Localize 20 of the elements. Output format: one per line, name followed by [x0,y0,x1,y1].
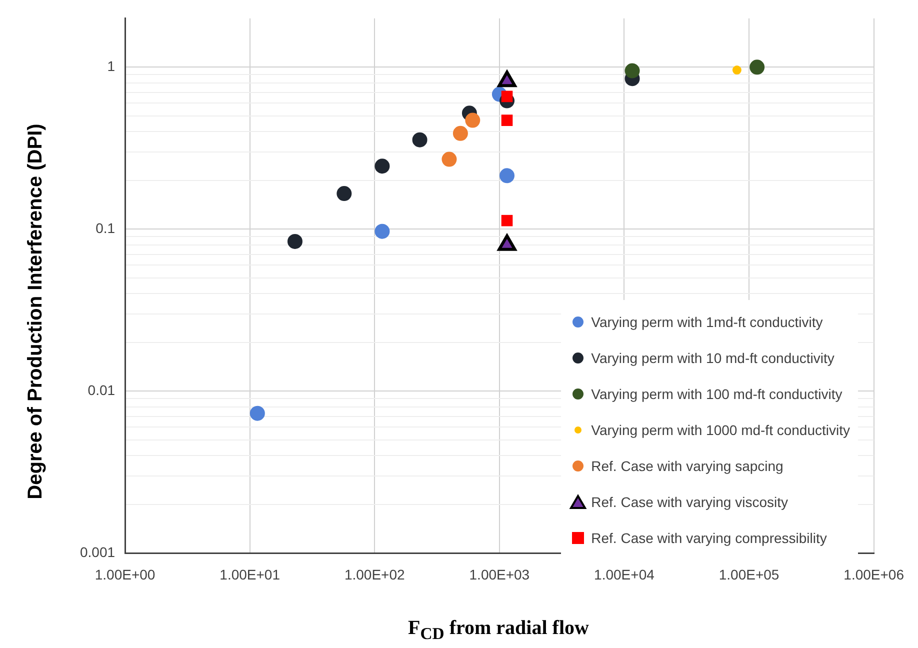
y-axis-title: Degree of Production Interference (DPI) [24,122,48,502]
x-tick-label: 1.00E+02 [344,566,406,582]
legend-label: Varying perm with 1md-ft conductivity [591,314,823,330]
y-tick-label: 0.001 [80,544,116,560]
legend-label: Ref. Case with varying compressibility [591,530,827,546]
x-axis-title: F$_{CD}$ from radial flow [407,617,590,644]
y-tick-label: 0.1 [96,220,116,236]
y-tick-label: 1 [107,58,116,74]
x-tick-label: 1.00E+00 [94,566,156,582]
x-tick-label: 1.00E+01 [220,566,280,582]
x-tick-label: 1.00E+04 [594,566,655,582]
legend-label: Ref. Case with varying viscosity [591,494,788,510]
x-tick-label: 1.00E+03 [469,566,530,582]
legend-label: Varying perm with 10 md-ft conductivity [591,350,834,366]
x-tick-label: 1.00E+06 [844,566,904,582]
legend-label: Varying perm with 1000 md-ft conductivity [591,422,850,438]
legend-label: Varying perm with 100 md-ft conductivity [591,386,842,402]
legend-label: Ref. Case with varying sapcing [591,458,784,474]
x-tick-label: 1.00E+05 [718,566,780,582]
y-tick-label: 0.01 [88,382,116,398]
